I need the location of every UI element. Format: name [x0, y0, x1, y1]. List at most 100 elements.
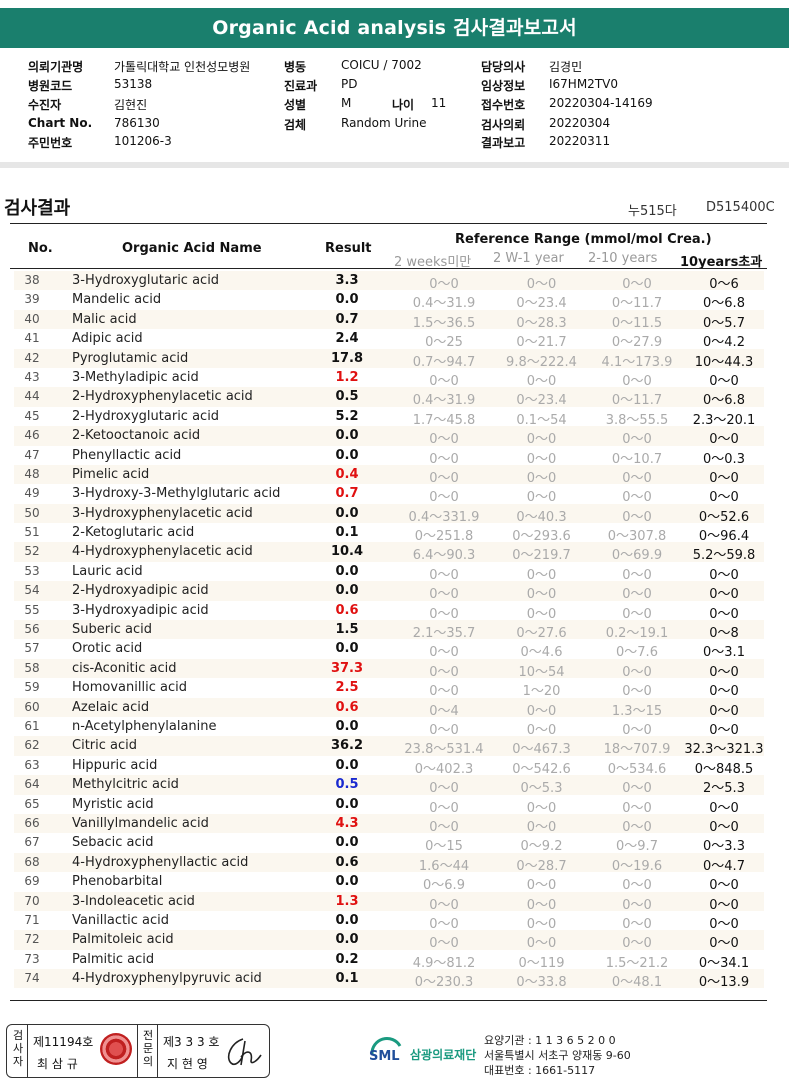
ref-2-10-years: 0～0: [622, 606, 652, 622]
table-row: 47 Phenyllactic acid 0.0 0～0 0～0 0～10.7 0～0.3: [14, 446, 764, 467]
table-row: 38 3-Hydroxyglutaric acid 3.3 0～0 0～0 0～0 0～6: [14, 271, 764, 292]
ref-2w-1year: 0～119: [518, 955, 565, 971]
result-value: 10.4: [330, 544, 364, 560]
ref-over-10-years: 0～0: [709, 470, 739, 486]
ref-over-10-years: 0～0: [709, 916, 739, 932]
ref-2-10-years: 1.5～21.2: [605, 955, 669, 971]
table-row: 60 Azelaic acid 0.6 0～4 0～0 1.3～15 0～0: [14, 697, 764, 719]
acid-name: 2-Ketoglutaric acid: [72, 525, 195, 541]
table-row: 63 Hippuric acid 0.0 0～402.3 0～542.6 0～534.6 0…: [14, 756, 764, 777]
ref-under-2-weeks: 0～0: [429, 916, 459, 932]
examiner-label: 검사자: [12, 1029, 24, 1068]
acid-name: Suberic acid: [72, 622, 152, 638]
row-number: 51: [24, 525, 40, 540]
row-number: 71: [24, 912, 40, 927]
ref-2-10-years: 0～0: [622, 936, 652, 952]
section-code-1: 누515다: [628, 204, 677, 219]
ref-under-2-weeks: 1.6～44: [418, 858, 470, 874]
section-title: 검사결과: [4, 198, 71, 219]
result-value: 0.0: [335, 447, 359, 463]
result-value: 0.0: [335, 505, 359, 521]
ref-2-10-years: 3.8～55.5: [605, 412, 669, 428]
ref-under-2-weeks: 0～0: [429, 897, 459, 913]
table-row: 59 Homovanillic acid 2.5 0～0 1～20 0～0 0～0: [14, 678, 764, 700]
row-number: 67: [24, 835, 40, 850]
ref-under-2-weeks: 23.8～531.4: [404, 742, 484, 758]
acid-name: cis-Aconitic acid: [72, 660, 177, 676]
result-value: 36.2: [330, 738, 364, 754]
row-number: 69: [24, 874, 40, 889]
acid-name: Citric acid: [72, 738, 137, 754]
department-value: PD: [341, 77, 358, 91]
table-row: 41 Adipic acid 2.4 0～25 0～21.7 0～27.9 0～4.2: [14, 329, 764, 350]
ward-label: 병동: [284, 60, 307, 74]
row-number: 52: [24, 544, 40, 559]
acid-name: Palmitic acid: [72, 951, 155, 967]
ref-2-10-years: 0～307.8: [607, 529, 667, 545]
acid-name: 2-Hydroxyphenylacetic acid: [72, 389, 253, 405]
result-value: 0.6: [335, 699, 359, 715]
table-row: 65 Myristic acid 0.0 0～0 0～0 0～0 0～0: [14, 795, 764, 816]
ref-2-10-years: 0～0: [622, 800, 652, 816]
ref-over-10-years: 2～5.3: [703, 781, 745, 797]
age-value: 11: [431, 96, 447, 110]
acid-name: Azelaic acid: [72, 699, 150, 715]
ref-under-2-weeks: 0～0: [429, 664, 459, 680]
acid-name: 3-Hydroxy-3-Methylglutaric acid: [72, 486, 281, 502]
ref-2-10-years: 0～0: [622, 490, 652, 506]
ref-under-2-weeks: 0～251.8: [414, 529, 474, 545]
table-row: 67 Sebacic acid 0.0 0～15 0～9.2 0～9.7 0～3.3: [14, 833, 764, 855]
ref-under-2-weeks: 0～230.3: [414, 975, 474, 991]
ref-2-10-years: 0～9.7: [616, 839, 658, 855]
acid-name: Phenyllactic acid: [72, 447, 182, 463]
result-value: 2.5: [335, 680, 359, 696]
table-row: 66 Vanillylmandelic acid 4.3 0～0 0～0 0～0 0～0: [14, 813, 764, 835]
ref-2-10-years: 1.3～15: [611, 703, 663, 719]
table-row: 51 2-Ketoglutaric acid 0.1 0～251.8 0～293.6 0～…: [14, 523, 764, 545]
table-row: 55 3-Hydroxyadipic acid 0.6 0～0 0～0 0～0 0～0: [14, 601, 764, 622]
care-institution-code: 요양기관 : 1 1 3 6 5 2 0 0: [484, 1034, 616, 1047]
ref-2w-1year: 0～9.2: [520, 839, 563, 855]
result-value: 3.3: [335, 273, 359, 288]
ref-2w-1year: 0～0: [526, 606, 557, 622]
result-value: 0.0: [335, 428, 359, 444]
ref-under-2-weeks: 0～0: [429, 936, 459, 952]
ref-2w-1year: 0～4.6: [520, 645, 563, 661]
col-header-no: No.: [28, 241, 53, 256]
ref-over-10-years: 0～6: [709, 277, 739, 292]
ref-over-10-years: 0～13.9: [698, 975, 750, 991]
result-value: 0.6: [335, 854, 359, 870]
ref-2w-1year: 0～28.3: [516, 315, 567, 331]
ref-2-10-years: 0～0: [622, 897, 652, 913]
ref-2w-1year: 0～0: [526, 470, 557, 486]
ref-over-10-years: 0～96.4: [698, 529, 750, 545]
ref-under-2-weeks: 0.4～31.9: [412, 393, 476, 409]
ref-over-10-years: 0～0: [709, 606, 739, 622]
acid-name: Homovanillic acid: [72, 680, 187, 696]
ref-2w-1year: 0～293.6: [512, 529, 571, 545]
ref-under-2-weeks: 0～6.9: [423, 878, 465, 894]
ref-2w-1year: 0～0: [526, 703, 557, 719]
ref-over-10-years: 0～0: [709, 490, 739, 506]
ref-2-10-years: 0～10.7: [611, 451, 663, 467]
report-date-value: 20220311: [549, 134, 611, 148]
examiner-name: 최 삼 규: [37, 1057, 78, 1071]
col-header-2w-1year: 2 W-1 year: [493, 251, 564, 266]
row-number: 48: [24, 466, 40, 481]
table-row: 64 Methylcitric acid 0.5 0～0 0～5.3 0～0 2～5.3: [14, 775, 764, 797]
ref-2w-1year: 0～0: [526, 451, 557, 467]
ref-2w-1year: 0～0: [526, 819, 557, 835]
request-date-label: 검사의뢰: [481, 118, 526, 132]
sml-logo-icon: SML: [369, 1036, 402, 1064]
result-value: 0.0: [335, 912, 359, 928]
result-value: 0.0: [335, 583, 359, 599]
col-header-2-10-years: 2-10 years: [588, 251, 658, 266]
ref-under-2-weeks: 0～0: [429, 490, 459, 506]
row-number: 72: [24, 932, 40, 947]
acid-name: 4-Hydroxyphenyllactic acid: [72, 854, 249, 870]
table-row: 74 4-Hydroxyphenylpyruvic acid 0.1 0～230.3 0…: [14, 969, 764, 991]
specialist-license: 제3 3 3 호: [163, 1035, 220, 1049]
acid-name: Vanillylmandelic acid: [72, 815, 209, 831]
ref-2w-1year: 1～20: [522, 684, 561, 700]
ref-2-10-years: 0～0: [622, 916, 652, 932]
